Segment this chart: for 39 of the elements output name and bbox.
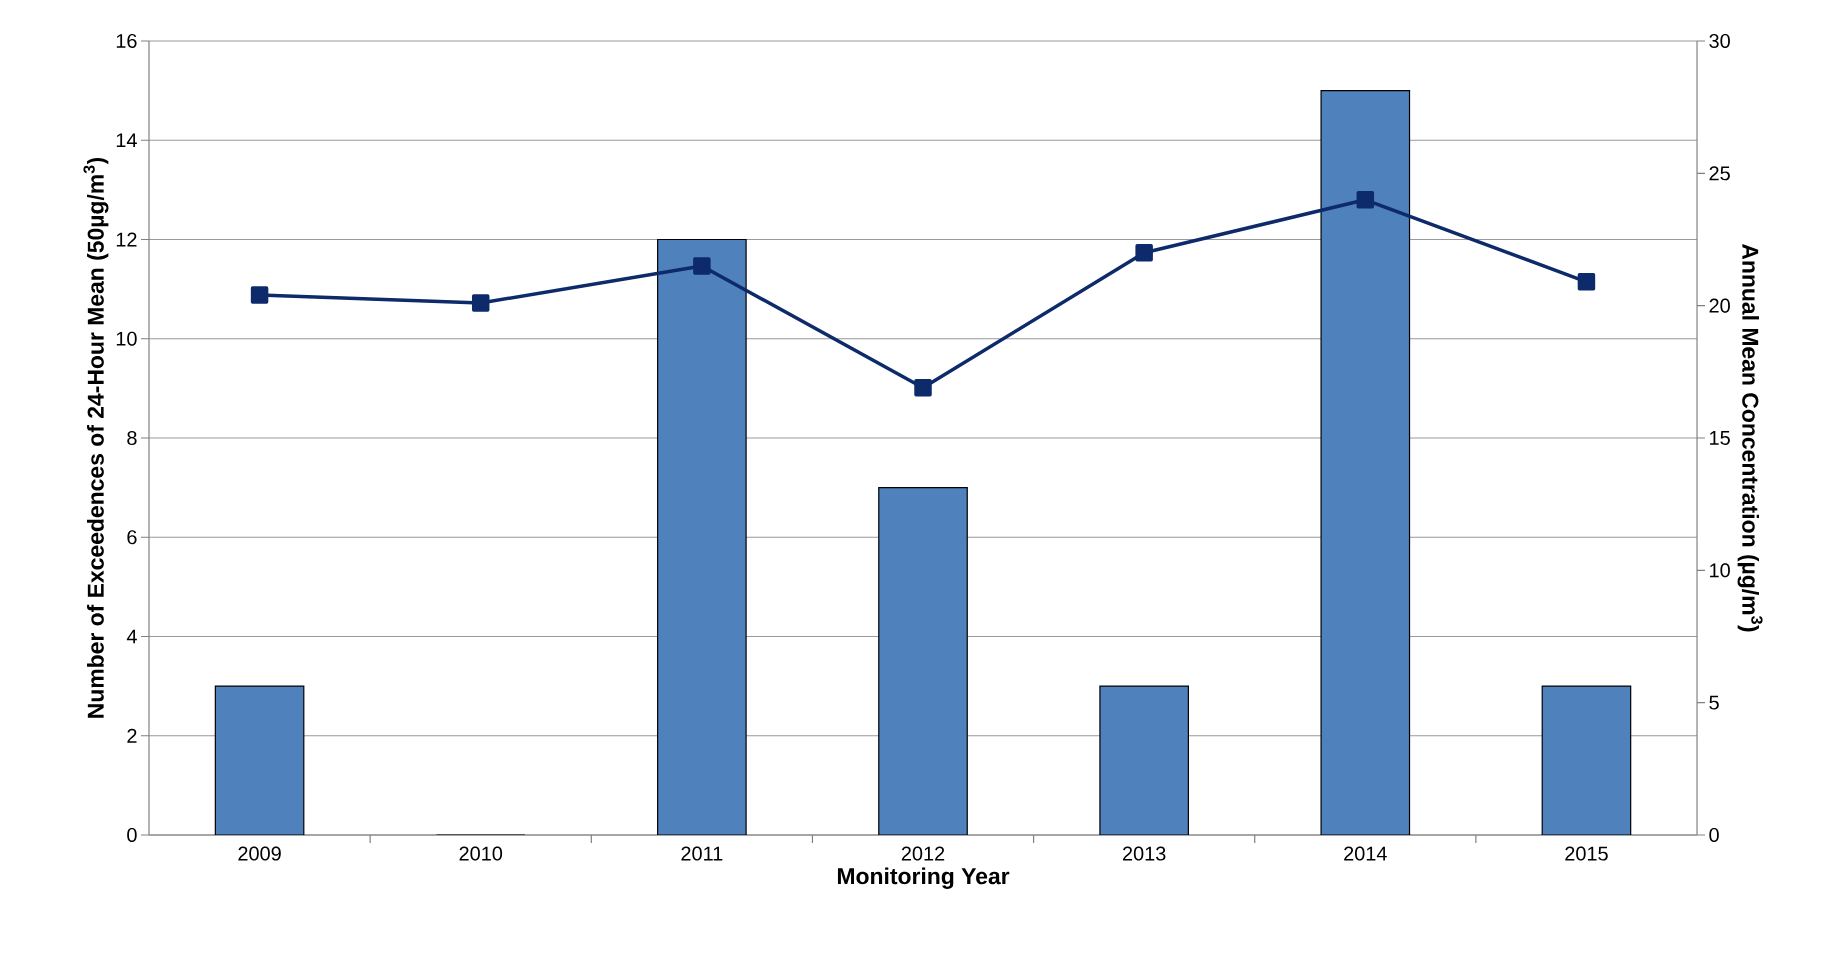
- y2-tick-label: 5: [1709, 695, 1719, 710]
- y2-tick-label: 30: [1709, 33, 1730, 49]
- y2-tick-label: 10: [1710, 563, 1730, 578]
- bar: [1320, 90, 1411, 835]
- x-tick-label: 2015: [1565, 846, 1608, 861]
- x-tick-label: 2011: [681, 846, 723, 861]
- point: [1135, 243, 1153, 262]
- bar: [1099, 685, 1189, 835]
- point: [1577, 273, 1596, 291]
- x-tick-label: 2012: [901, 846, 945, 861]
- point: [693, 257, 711, 275]
- y-axis-title: Number of Exceedences of 24-Hour Mean (50µg/m$^{3}$): [83, 157, 109, 718]
- y2-tick-label: 0: [1709, 827, 1719, 843]
- x-tick-label: 2013: [1122, 846, 1166, 861]
- x-tick-label: 2014: [1344, 846, 1387, 861]
- y-tick-label: 0: [127, 827, 137, 843]
- point: [471, 294, 490, 312]
- point: [250, 286, 269, 304]
- x-tick-label: 2010: [459, 846, 503, 861]
- y-tick-label: 2: [127, 728, 137, 743]
- y2-tick-label: 25: [1709, 166, 1730, 181]
- y-tick-label: 6: [127, 530, 137, 545]
- y-tick-label: 4: [126, 629, 137, 644]
- y-tick-label: 16: [116, 33, 137, 49]
- bar: [878, 487, 968, 835]
- y-tick-label: 14: [116, 133, 137, 148]
- point: [914, 378, 932, 397]
- y2-axis-title: Annual Mean Concentration (µg/m$^{3}$): [1737, 243, 1763, 632]
- y-tick-label: 8: [127, 430, 137, 446]
- y-tick-label: 12: [116, 232, 137, 247]
- bar: [657, 238, 747, 835]
- point: [1356, 191, 1375, 209]
- y2-tick-label: 20: [1709, 298, 1730, 313]
- y-tick-label: 10: [116, 331, 137, 346]
- bar: [1541, 685, 1632, 835]
- x-tick-label: 2009: [238, 846, 281, 861]
- bar: [214, 685, 305, 835]
- x-axis-title: Monitoring Year: [837, 867, 1010, 889]
- y2-tick-label: 15: [1710, 431, 1730, 445]
